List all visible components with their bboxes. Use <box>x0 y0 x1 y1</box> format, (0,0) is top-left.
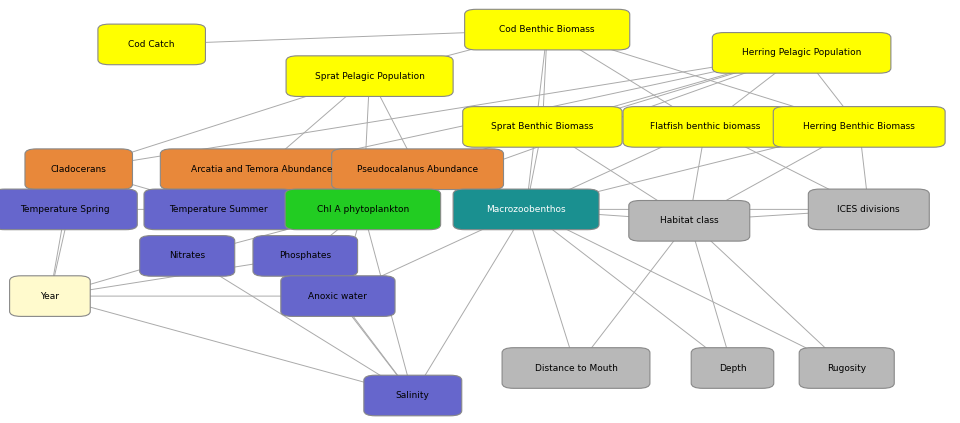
FancyBboxPatch shape <box>280 276 396 316</box>
FancyBboxPatch shape <box>623 107 788 147</box>
FancyBboxPatch shape <box>25 149 132 190</box>
FancyBboxPatch shape <box>286 56 453 96</box>
Text: Pseudocalanus Abundance: Pseudocalanus Abundance <box>357 165 478 174</box>
FancyBboxPatch shape <box>0 189 137 230</box>
Text: Arcatia and Temora Abundance: Arcatia and Temora Abundance <box>191 165 333 174</box>
Text: Distance to Mouth: Distance to Mouth <box>535 363 617 373</box>
FancyBboxPatch shape <box>463 107 622 147</box>
Text: Nitrates: Nitrates <box>169 251 205 261</box>
FancyBboxPatch shape <box>799 348 895 388</box>
Text: Herring Benthic Biomass: Herring Benthic Biomass <box>804 122 915 132</box>
Text: Year: Year <box>40 291 60 301</box>
Text: ICES divisions: ICES divisions <box>837 205 900 214</box>
FancyBboxPatch shape <box>774 107 945 147</box>
FancyBboxPatch shape <box>331 149 503 190</box>
Text: Habitat class: Habitat class <box>660 216 719 225</box>
FancyBboxPatch shape <box>10 276 90 316</box>
FancyBboxPatch shape <box>253 236 357 276</box>
Text: Temperature Spring: Temperature Spring <box>20 205 110 214</box>
Text: Flatfish benthic biomass: Flatfish benthic biomass <box>651 122 760 132</box>
FancyBboxPatch shape <box>629 201 750 241</box>
FancyBboxPatch shape <box>139 236 234 276</box>
FancyBboxPatch shape <box>691 348 774 388</box>
Text: Cladocerans: Cladocerans <box>51 165 107 174</box>
Text: Rugosity: Rugosity <box>828 363 866 373</box>
FancyBboxPatch shape <box>453 189 599 230</box>
FancyBboxPatch shape <box>712 33 891 73</box>
Text: Chl A phytoplankton: Chl A phytoplankton <box>317 205 409 214</box>
Text: Phosphates: Phosphates <box>279 251 331 261</box>
Text: Herring Pelagic Population: Herring Pelagic Population <box>742 48 861 58</box>
Text: Anoxic water: Anoxic water <box>308 291 368 301</box>
FancyBboxPatch shape <box>98 24 205 65</box>
FancyBboxPatch shape <box>808 189 929 230</box>
FancyBboxPatch shape <box>160 149 364 190</box>
FancyBboxPatch shape <box>285 189 441 230</box>
FancyBboxPatch shape <box>465 9 630 50</box>
Text: Cod Benthic Biomass: Cod Benthic Biomass <box>499 25 595 34</box>
Text: Sprat Benthic Biomass: Sprat Benthic Biomass <box>492 122 593 132</box>
FancyBboxPatch shape <box>502 348 650 388</box>
Text: Sprat Pelagic Population: Sprat Pelagic Population <box>315 71 424 81</box>
FancyBboxPatch shape <box>144 189 294 230</box>
Text: Salinity: Salinity <box>396 391 430 400</box>
Text: Depth: Depth <box>719 363 746 373</box>
FancyBboxPatch shape <box>364 375 462 416</box>
Text: Cod Catch: Cod Catch <box>129 40 175 49</box>
Text: Macrozoobenthos: Macrozoobenthos <box>487 205 565 214</box>
Text: Temperature Summer: Temperature Summer <box>170 205 268 214</box>
